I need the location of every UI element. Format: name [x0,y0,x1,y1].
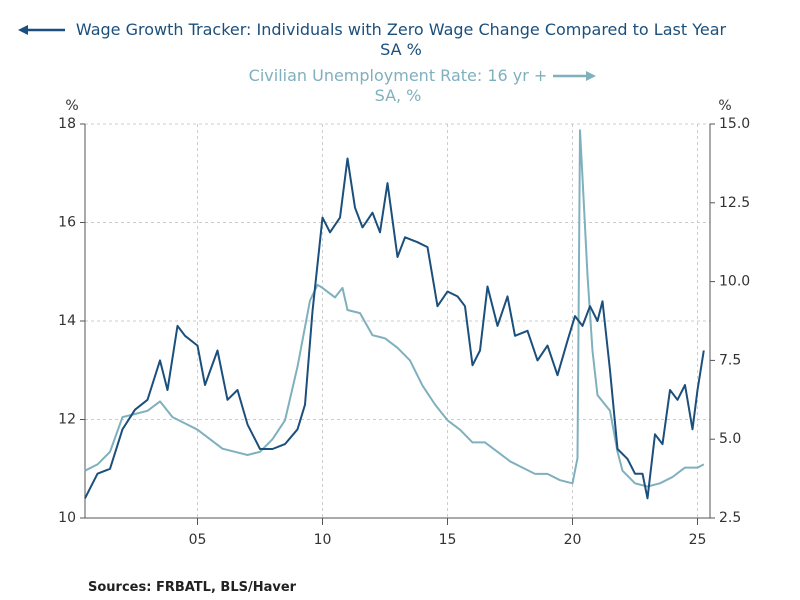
legend-arrowhead [18,25,28,35]
y2-axis-unit: % [718,98,731,114]
y2-tick-label: 10.0 [719,274,750,290]
y-tick-label: 14 [58,313,76,329]
y2-tick-label: 7.5 [719,352,741,368]
source-note: Sources: FRBATL, BLS/Haver [88,580,297,595]
x-tick-label: 15 [439,532,457,548]
y-tick-label: 12 [58,412,76,428]
x-tick-label: 05 [189,532,207,548]
y2-tick-label: 2.5 [719,510,741,526]
y2-tick-label: 5.0 [719,431,741,447]
legend-entry: Civilian Unemployment Rate: 16 yr + SA, … [248,66,548,105]
x-tick-label: 20 [564,532,582,548]
x-tick-label: 25 [689,532,707,548]
y-axis-unit: % [65,98,78,114]
series-line [84,129,705,488]
y-tick-label: 10 [58,510,76,526]
legend-entry: Wage Growth Tracker: Individuals with Ze… [75,20,727,59]
y-tick-label: 18 [58,116,76,132]
y-tick-label: 16 [58,215,76,231]
x-tick-label: 10 [314,532,332,548]
y2-tick-label: 15.0 [719,116,750,132]
y2-tick-label: 12.5 [719,195,750,211]
series-line [84,157,705,500]
legend-arrowhead [586,71,596,81]
